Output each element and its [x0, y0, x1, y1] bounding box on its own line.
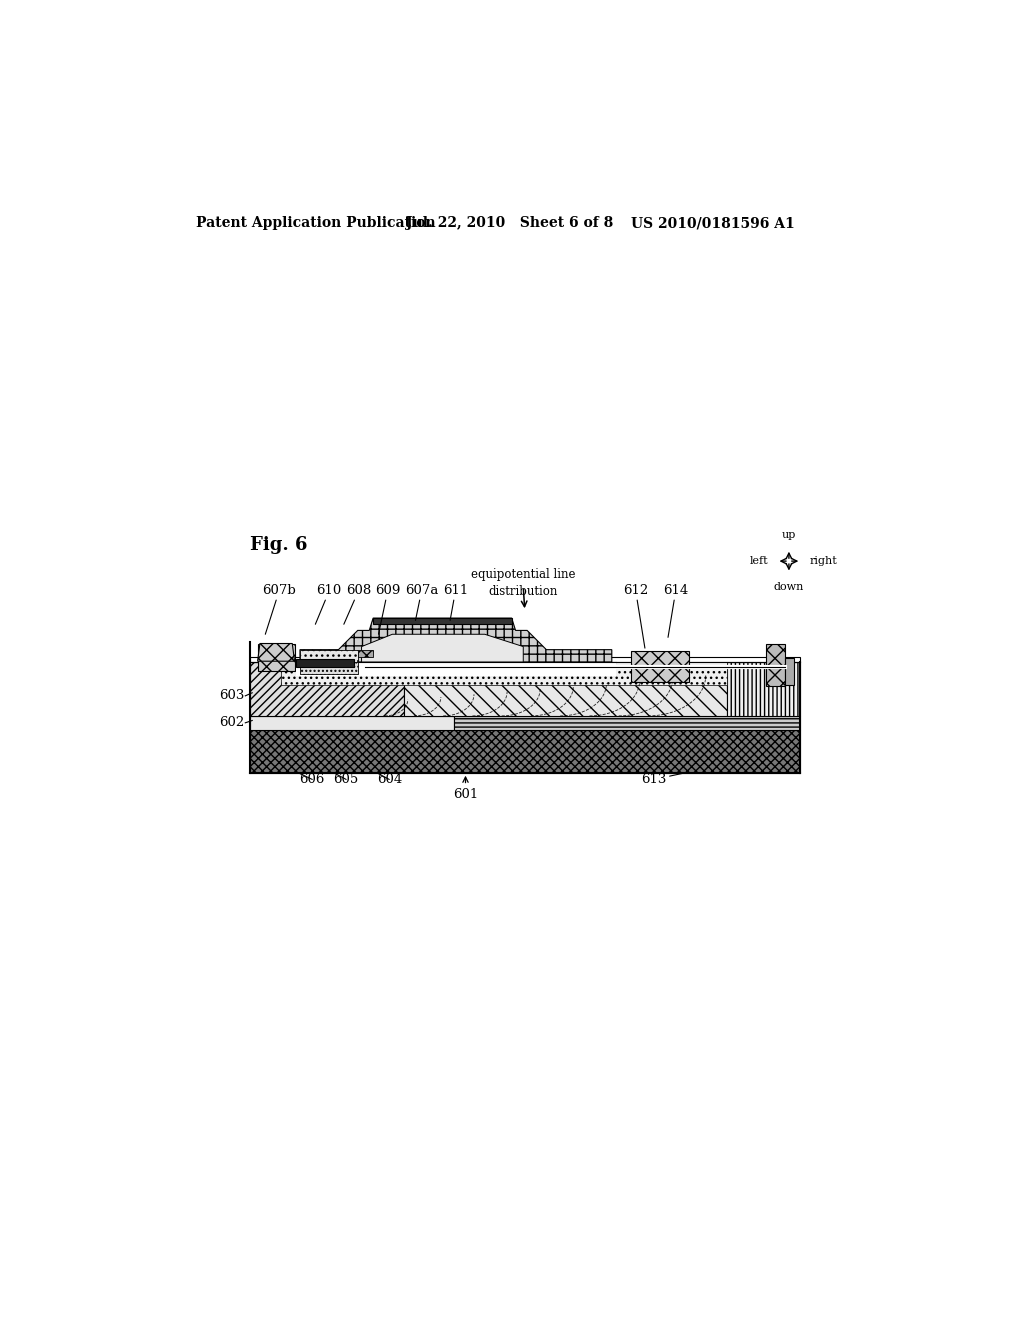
Text: 601: 601: [453, 777, 478, 801]
Bar: [281, 663, 727, 685]
Bar: [403, 663, 727, 715]
Text: US 2010/0181596 A1: US 2010/0181596 A1: [631, 216, 795, 230]
Text: 602: 602: [219, 717, 245, 730]
Text: 604: 604: [377, 774, 401, 785]
Text: right: right: [810, 556, 838, 566]
Text: 608: 608: [344, 585, 371, 624]
Bar: [300, 663, 357, 675]
Polygon shape: [300, 618, 611, 663]
Text: 609: 609: [375, 585, 400, 635]
Text: equipotential line
distribution: equipotential line distribution: [471, 568, 575, 598]
Bar: [766, 644, 785, 686]
Text: 607b: 607b: [262, 585, 296, 635]
Text: up: up: [781, 531, 796, 540]
Bar: [250, 657, 801, 663]
Polygon shape: [361, 635, 523, 663]
Text: 606: 606: [298, 774, 325, 785]
Bar: [250, 730, 801, 774]
Text: 612: 612: [623, 585, 648, 648]
Text: 611: 611: [442, 585, 468, 620]
Polygon shape: [357, 649, 373, 657]
Bar: [250, 663, 403, 715]
Text: 613: 613: [641, 774, 685, 785]
Bar: [258, 644, 295, 671]
Text: 610: 610: [315, 585, 342, 624]
Bar: [296, 663, 615, 676]
Text: Fig. 6: Fig. 6: [250, 536, 307, 553]
Bar: [631, 651, 689, 682]
Bar: [250, 715, 454, 730]
Text: 603: 603: [219, 689, 245, 702]
Bar: [296, 659, 354, 667]
Polygon shape: [258, 644, 295, 661]
Text: Patent Application Publication: Patent Application Publication: [196, 216, 435, 230]
Bar: [785, 659, 795, 685]
Bar: [373, 618, 512, 624]
Text: 614: 614: [664, 585, 688, 638]
Bar: [454, 715, 801, 730]
Text: left: left: [750, 556, 768, 566]
Bar: [727, 663, 801, 715]
Text: 605: 605: [334, 774, 358, 785]
Bar: [300, 649, 357, 663]
Text: down: down: [774, 582, 804, 593]
Text: 607a: 607a: [404, 585, 438, 620]
Text: Jul. 22, 2010   Sheet 6 of 8: Jul. 22, 2010 Sheet 6 of 8: [407, 216, 613, 230]
